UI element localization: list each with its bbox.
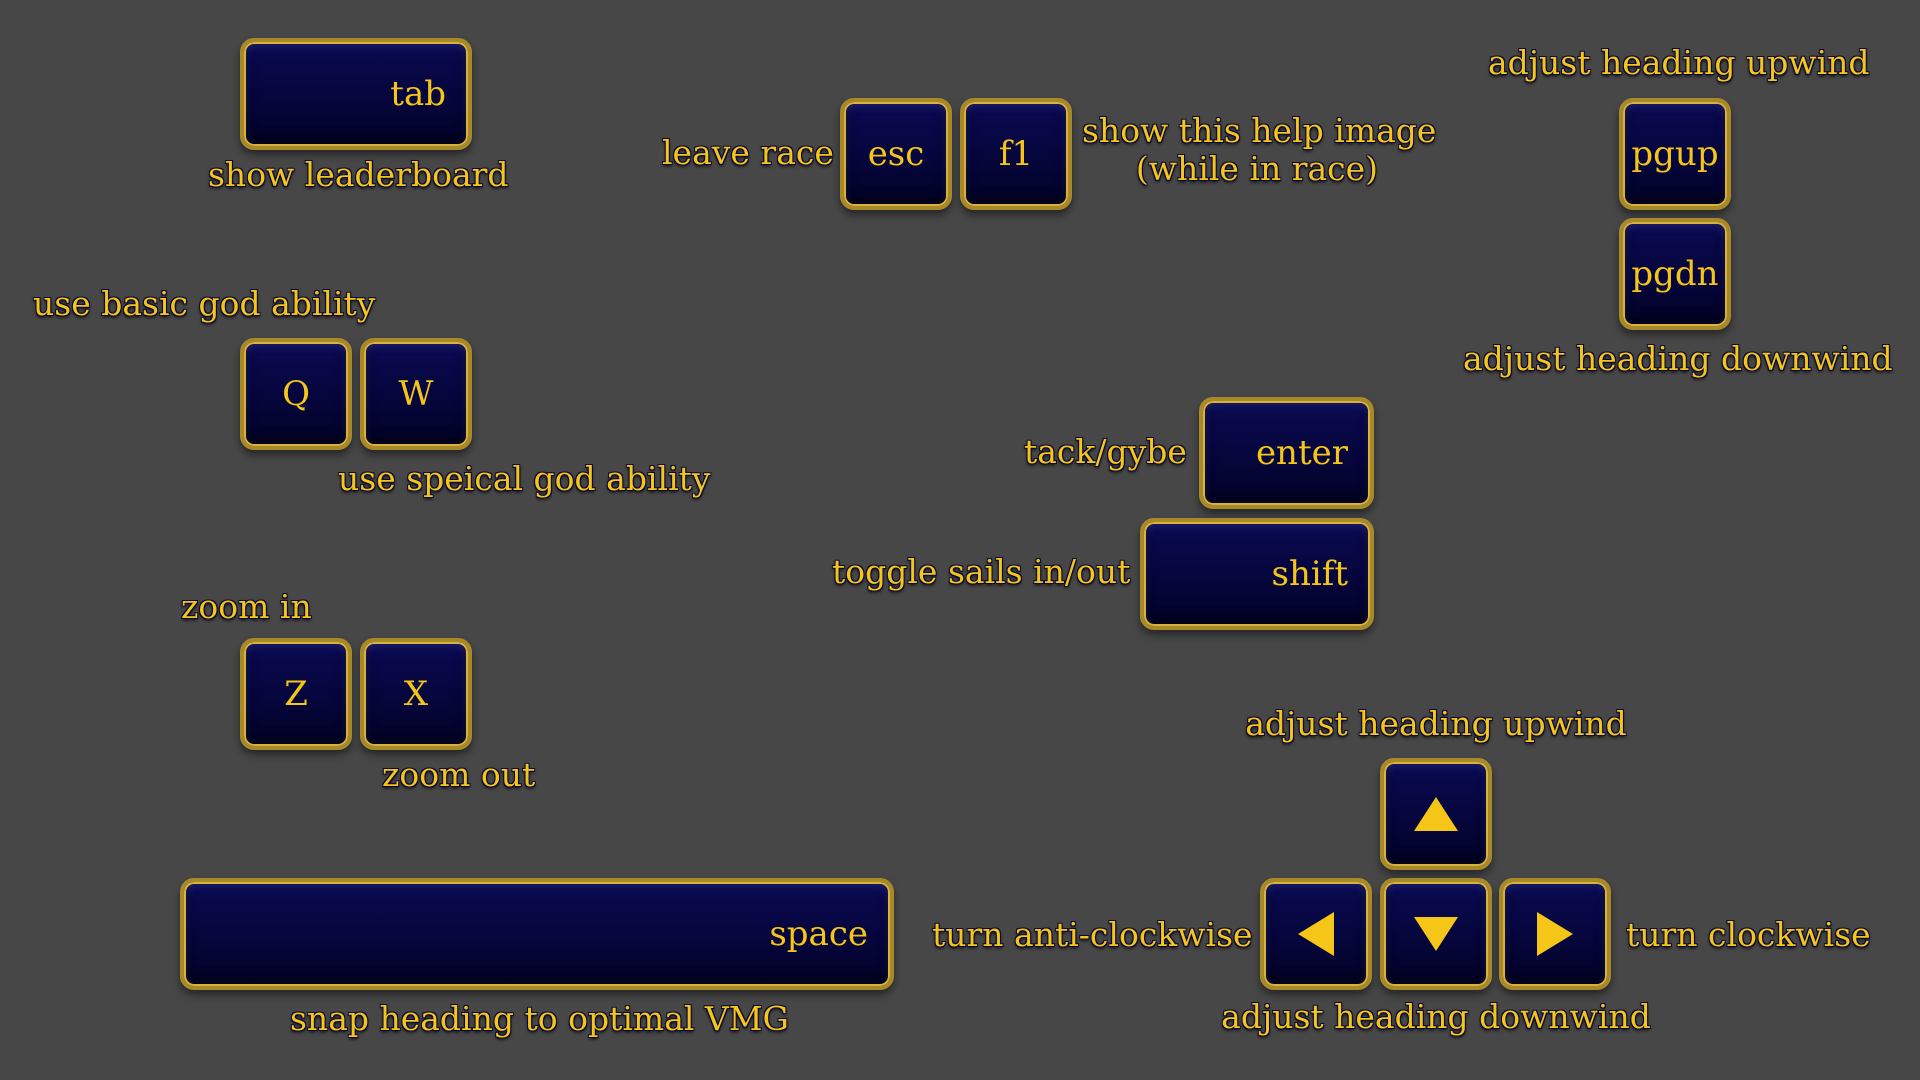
pg-downwind-label: adjust heading downwind — [1463, 339, 1893, 378]
special-ability-label: use speical god ability — [338, 459, 711, 498]
show-help-label-line1: show this help image — [1082, 111, 1437, 150]
turn-anticlockwise-label: turn anti-clockwise — [932, 915, 1253, 954]
toggle-sails-label: toggle sails in/out — [832, 552, 1131, 591]
zoom-out-label: zoom out — [382, 755, 536, 794]
basic-ability-label: use basic god ability — [33, 284, 376, 323]
tab-key[interactable]: tab — [240, 38, 472, 150]
leave-race-label: leave race — [662, 133, 834, 172]
arrow-up-key[interactable] — [1380, 758, 1492, 870]
arrow-down-icon — [1414, 917, 1458, 951]
show-help-label-line2: (while in race) — [1135, 148, 1379, 188]
z-key[interactable]: Z — [240, 638, 352, 750]
esc-key[interactable]: esc — [840, 98, 952, 210]
tack-gybe-label: tack/gybe — [1024, 432, 1187, 471]
arrow-down-key[interactable] — [1380, 878, 1492, 990]
arrow-right-icon — [1537, 912, 1573, 956]
shift-key[interactable]: shift — [1140, 518, 1374, 630]
pg-upwind-label: adjust heading upwind — [1488, 43, 1870, 82]
w-key[interactable]: W — [360, 338, 472, 450]
show-help-label: show this help image (while in race) — [1082, 111, 1437, 188]
pgup-key[interactable]: pgup — [1619, 98, 1731, 210]
arrow-left-key[interactable] — [1260, 878, 1372, 990]
x-key[interactable]: X — [360, 638, 472, 750]
f1-key[interactable]: f1 — [960, 98, 1072, 210]
q-key[interactable]: Q — [240, 338, 352, 450]
arrow-downwind-label: adjust heading downwind — [1221, 997, 1651, 1036]
arrow-left-icon — [1298, 912, 1334, 956]
arrow-upwind-label: adjust heading upwind — [1245, 704, 1627, 743]
zoom-in-label: zoom in — [181, 587, 312, 626]
arrow-right-key[interactable] — [1499, 878, 1611, 990]
enter-key[interactable]: enter — [1199, 397, 1374, 509]
turn-clockwise-label: turn clockwise — [1626, 915, 1871, 954]
arrow-up-icon — [1414, 797, 1458, 831]
pgdn-key[interactable]: pgdn — [1619, 218, 1731, 330]
snap-heading-label: snap heading to optimal VMG — [290, 999, 789, 1038]
show-leaderboard-label: show leaderboard — [208, 155, 509, 194]
space-key[interactable]: space — [180, 878, 894, 990]
